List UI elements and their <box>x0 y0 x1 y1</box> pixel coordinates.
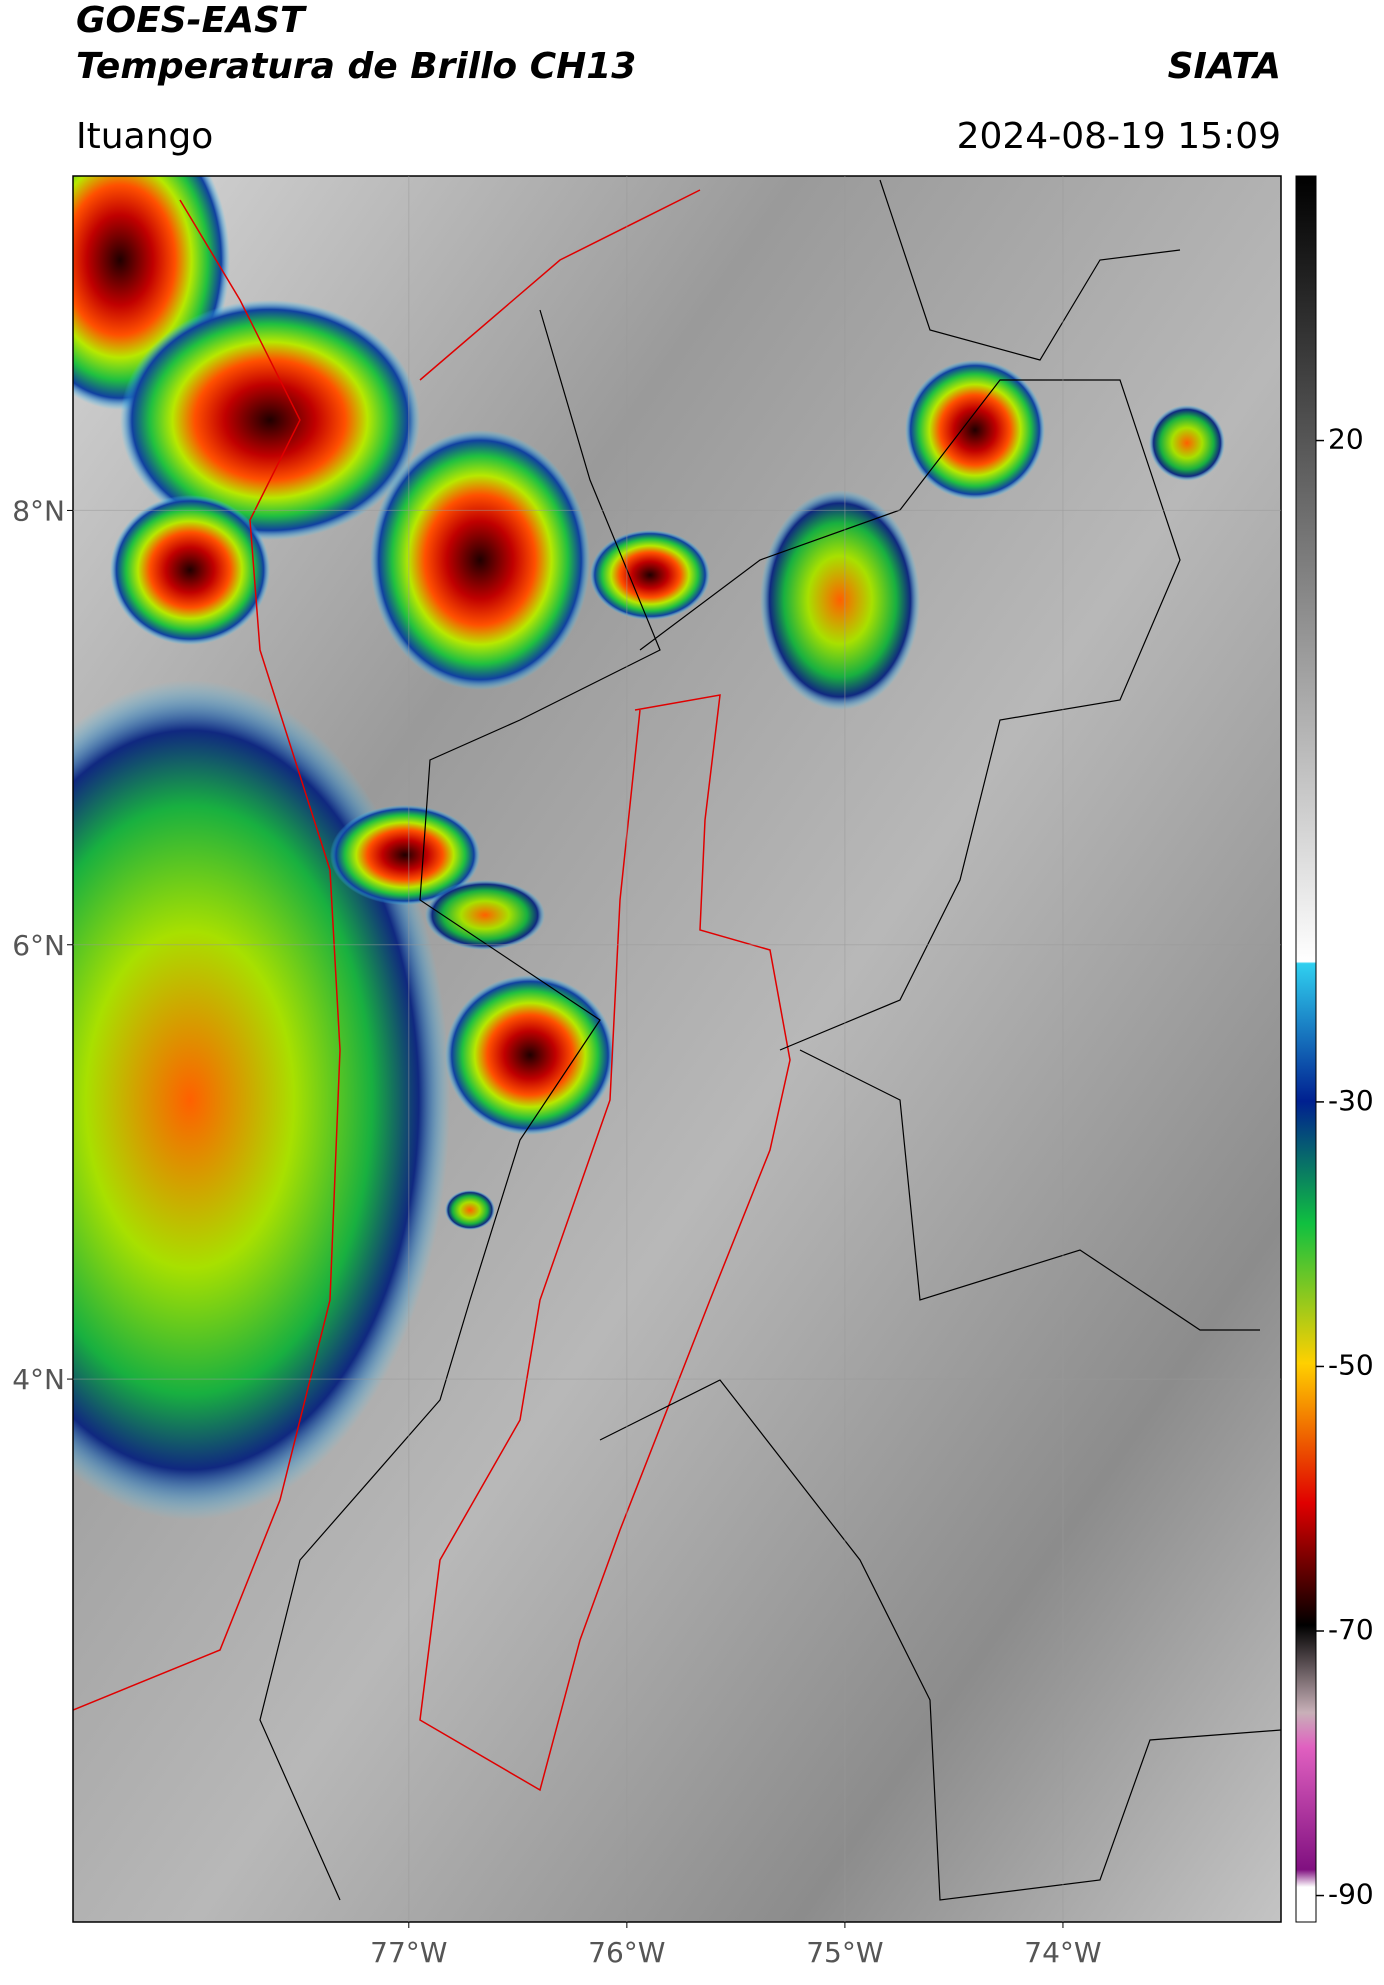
datetime: 2024-08-19 15:09 <box>957 116 1281 157</box>
lat-tick-label: 4°N <box>12 1363 65 1396</box>
colorbar-tick-label: 20 <box>1328 423 1364 456</box>
location: Ituango <box>76 116 213 157</box>
lon-tick-label: 75°W <box>806 1936 883 1969</box>
source: SIATA <box>1168 46 1281 87</box>
lat-tick-label: 8°N <box>12 494 65 527</box>
satellite-image <box>73 176 1281 1922</box>
colorbar <box>1295 175 1317 1923</box>
colorbar-tick-label: -30 <box>1328 1084 1374 1117</box>
subtitle: Temperatura de Brillo CH13 <box>76 46 636 87</box>
lon-tick-label: 76°W <box>588 1936 665 1969</box>
lat-tick-label: 6°N <box>12 929 65 962</box>
title: GOES-EAST <box>76 0 307 41</box>
lon-tick-label: 74°W <box>1024 1936 1101 1969</box>
map-frame <box>72 175 1282 1923</box>
colorbar-tick-label: -90 <box>1328 1878 1374 1911</box>
lon-tick-label: 77°W <box>370 1936 447 1969</box>
colorbar-tick-label: -70 <box>1328 1613 1374 1646</box>
colorbar-tick-label: -50 <box>1328 1348 1374 1381</box>
